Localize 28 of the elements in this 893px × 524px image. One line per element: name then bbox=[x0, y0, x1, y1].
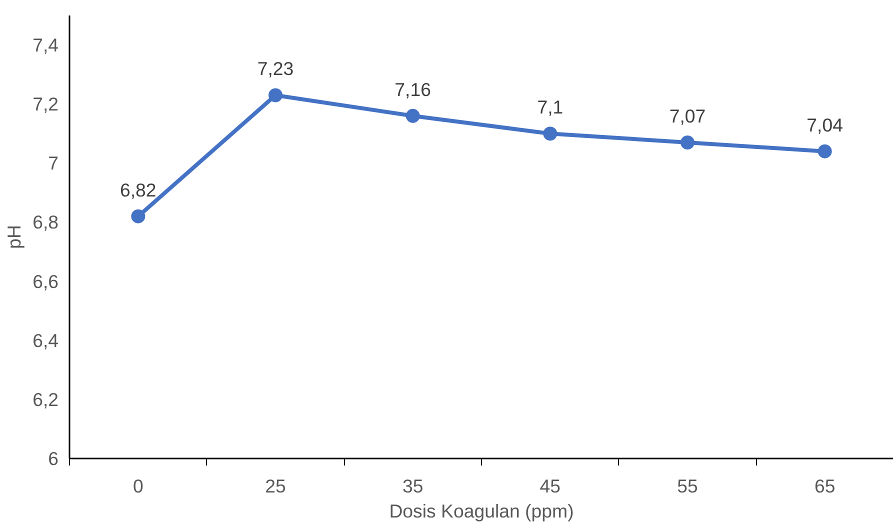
y-tick-label: 6,2 bbox=[32, 388, 59, 410]
text: 7,07 bbox=[669, 105, 706, 126]
y-tick-label: 6,8 bbox=[32, 212, 59, 233]
text: 7,23 bbox=[257, 58, 294, 80]
x-axis-title: Dosis Koagulan (ppm) bbox=[389, 500, 574, 522]
x-tick-label: 65 bbox=[814, 476, 836, 496]
x-tick-label: 25 bbox=[265, 476, 286, 496]
text: 6,82 bbox=[120, 179, 156, 200]
y-tick-label: 7,4 bbox=[32, 34, 59, 56]
x-tick-label: 35 bbox=[402, 476, 424, 496]
x-tick-label: 0 bbox=[132, 476, 144, 496]
point bbox=[543, 126, 558, 141]
point bbox=[131, 209, 146, 224]
text: 7,04 bbox=[806, 114, 843, 136]
x-tick-label: 45 bbox=[540, 476, 561, 496]
point bbox=[818, 144, 832, 158]
point bbox=[406, 108, 420, 123]
y-tick-label: 6,4 bbox=[32, 330, 59, 351]
y-tick-label: 7,2 bbox=[32, 94, 59, 115]
text: 7,16 bbox=[394, 78, 431, 100]
y-tick-label: 7 bbox=[48, 152, 59, 174]
y-tick-label: 6 bbox=[48, 448, 59, 469]
text: 7,1 bbox=[537, 96, 564, 118]
x-tick-label: 55 bbox=[677, 476, 698, 496]
y-tick-label: 6,6 bbox=[32, 270, 59, 292]
point bbox=[680, 136, 694, 150]
y-axis-title: pH bbox=[4, 225, 25, 249]
point bbox=[268, 88, 282, 102]
